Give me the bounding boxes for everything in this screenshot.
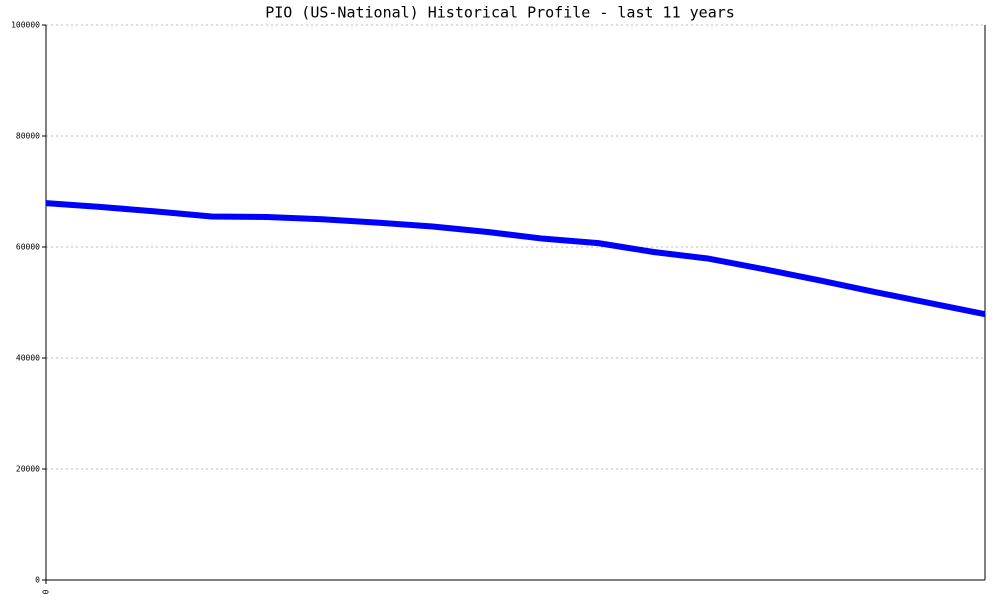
y-tick-label: 20000 bbox=[16, 465, 40, 474]
y-tick-label: 60000 bbox=[16, 243, 40, 252]
y-tick-label: 0 bbox=[35, 576, 40, 585]
chart-title: PIO (US-National) Historical Profile - l… bbox=[265, 4, 735, 22]
y-tick-label: 100000 bbox=[11, 21, 40, 30]
series-line bbox=[45, 200, 986, 318]
x-tick-label: 0 bbox=[42, 589, 51, 594]
y-tick-label: 40000 bbox=[16, 354, 40, 363]
y-tick-label: 80000 bbox=[16, 132, 40, 141]
